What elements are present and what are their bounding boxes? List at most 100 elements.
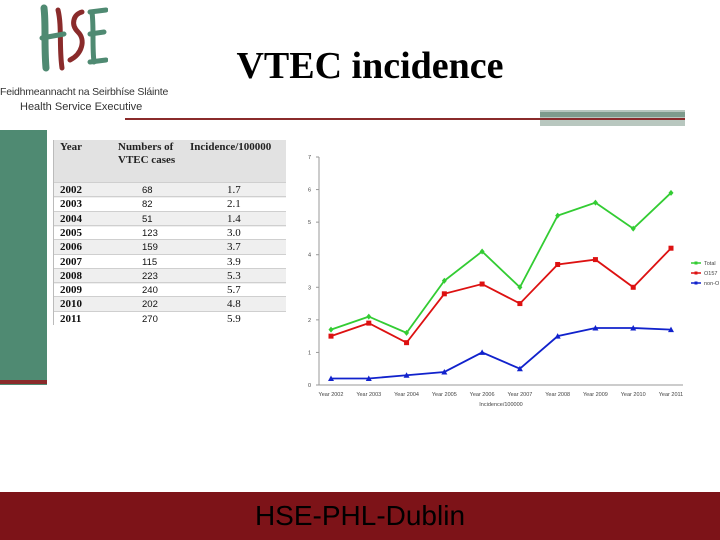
cell-cases: 223 bbox=[142, 270, 158, 282]
sidebar-accent bbox=[0, 130, 47, 385]
y-tick-label: 1 bbox=[308, 350, 311, 356]
table-row: 2009 240 5.7 bbox=[54, 282, 286, 298]
data-point bbox=[517, 301, 523, 307]
legend-label: Total bbox=[704, 261, 716, 267]
sidebar-accent-base bbox=[0, 380, 47, 384]
table-row: 2005 123 3.0 bbox=[54, 224, 286, 241]
data-point bbox=[517, 284, 523, 291]
data-point bbox=[479, 248, 485, 255]
x-tick-label: Year 2003 bbox=[356, 392, 381, 398]
x-tick-label: Year 2006 bbox=[470, 392, 495, 398]
cell-year: 2002 bbox=[60, 184, 82, 196]
data-point bbox=[516, 365, 523, 372]
data-point bbox=[592, 257, 598, 263]
table-row: 2004 51 1.4 bbox=[54, 210, 286, 227]
cell-year: 2005 bbox=[60, 226, 82, 239]
x-tick-label: Year 2010 bbox=[621, 392, 646, 398]
data-point bbox=[403, 372, 410, 378]
cell-cases: 270 bbox=[142, 313, 158, 325]
footer-band bbox=[0, 492, 720, 540]
x-tick-label: Year 2008 bbox=[545, 392, 570, 398]
data-point bbox=[668, 326, 674, 333]
cell-cases: 240 bbox=[142, 285, 158, 297]
data-point bbox=[441, 277, 447, 284]
data-point bbox=[592, 199, 598, 206]
series-line-o157 bbox=[330, 247, 672, 344]
x-tick-label: Year 2002 bbox=[319, 392, 344, 398]
cell-cases: 51 bbox=[142, 213, 153, 225]
cell-incidence: 1.7 bbox=[227, 184, 241, 196]
cell-incidence: 5.7 bbox=[227, 284, 241, 297]
y-tick-label: 3 bbox=[308, 285, 311, 291]
cell-cases: 123 bbox=[142, 227, 158, 239]
legend-label: O157 bbox=[704, 271, 717, 277]
y-tick-label: 4 bbox=[308, 253, 311, 259]
series-line-total bbox=[330, 192, 672, 334]
logo-english-name: Health Service Executive bbox=[20, 101, 143, 113]
legend-marker bbox=[694, 271, 698, 275]
data-point bbox=[366, 313, 372, 320]
cell-incidence: 4.8 bbox=[227, 298, 241, 311]
table-header: Year Numbers of VTEC cases Incidence/100… bbox=[54, 140, 286, 182]
legend-marker bbox=[694, 261, 698, 265]
cell-year: 2011 bbox=[60, 312, 82, 325]
y-tick-label: 0 bbox=[308, 383, 311, 389]
x-axis-label: Incidence/100000 bbox=[479, 402, 522, 408]
y-tick-label: 7 bbox=[308, 155, 311, 161]
data-point bbox=[555, 212, 561, 219]
header-incidence: Incidence/100000 bbox=[190, 141, 272, 153]
cell-year: 2006 bbox=[60, 241, 82, 254]
data-point bbox=[668, 189, 674, 196]
hse-logo: Feidhmeannacht na Seirbhíse Sláinte Heal… bbox=[0, 0, 168, 120]
cell-cases: 159 bbox=[142, 242, 158, 254]
data-point bbox=[365, 375, 372, 381]
slide-title: VTEC incidence bbox=[236, 45, 504, 87]
data-point bbox=[592, 325, 599, 331]
cell-cases: 82 bbox=[142, 199, 153, 211]
x-tick-label: Year 2011 bbox=[659, 392, 683, 398]
table-row: 2011 270 5.9 bbox=[54, 310, 286, 327]
cell-year: 2010 bbox=[60, 298, 82, 311]
data-point bbox=[404, 329, 410, 336]
cell-incidence: 3.7 bbox=[227, 241, 241, 254]
logo-irish-name: Feidhmeannacht na Seirbhíse Sláinte bbox=[0, 86, 169, 98]
data-point bbox=[555, 261, 561, 267]
table-row: 2003 82 2.1 bbox=[54, 196, 286, 212]
legend-label: non-O bbox=[704, 281, 720, 287]
cell-year: 2009 bbox=[60, 284, 82, 297]
y-tick-label: 2 bbox=[308, 318, 311, 324]
data-point bbox=[554, 333, 561, 339]
x-tick-label: Year 2009 bbox=[583, 392, 608, 398]
cell-incidence: 5.9 bbox=[227, 312, 241, 325]
x-tick-label: Year 2004 bbox=[394, 392, 419, 398]
table-row: 2010 202 4.8 bbox=[54, 296, 286, 313]
data-point bbox=[630, 284, 636, 290]
x-tick-label: Year 2005 bbox=[432, 392, 457, 398]
cell-incidence: 1.4 bbox=[227, 212, 241, 225]
header-year: Year bbox=[60, 141, 82, 153]
header-cases: Numbers of VTEC cases bbox=[118, 141, 176, 166]
cell-cases: 202 bbox=[142, 299, 158, 311]
header-rule bbox=[125, 118, 685, 120]
cell-year: 2008 bbox=[60, 269, 82, 282]
cell-incidence: 2.1 bbox=[227, 198, 241, 211]
cell-cases: 68 bbox=[142, 185, 153, 196]
data-point bbox=[404, 340, 410, 346]
data-point bbox=[479, 349, 486, 355]
series-line-non-o bbox=[331, 327, 672, 380]
table-row: 2008 223 5.3 bbox=[54, 267, 286, 284]
cell-incidence: 3.0 bbox=[227, 226, 241, 239]
legend-marker bbox=[694, 281, 698, 285]
table-row: 2007 115 3.9 bbox=[54, 253, 286, 270]
data-point bbox=[441, 368, 448, 375]
data-point bbox=[441, 291, 447, 297]
incidence-table: Year Numbers of VTEC cases Incidence/100… bbox=[53, 140, 286, 325]
data-point bbox=[668, 245, 674, 251]
x-tick-label: Year 2007 bbox=[507, 392, 532, 398]
data-point bbox=[366, 320, 372, 326]
data-point bbox=[328, 326, 334, 333]
data-point bbox=[479, 281, 485, 287]
cell-year: 2004 bbox=[60, 212, 82, 225]
cell-incidence: 5.3 bbox=[227, 269, 241, 282]
data-point bbox=[328, 375, 334, 381]
